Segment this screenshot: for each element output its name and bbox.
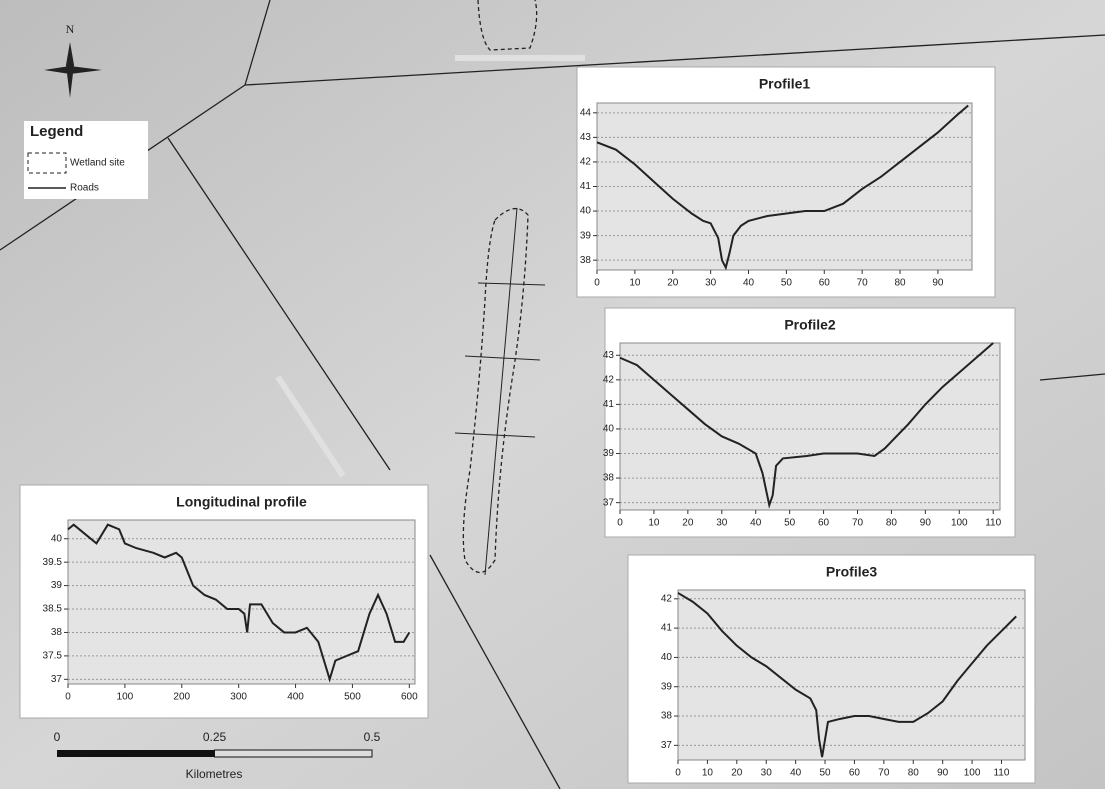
- x-tick-label: 100: [951, 518, 968, 529]
- map: N Legend Wetland site Roads Kilometres 0…: [0, 0, 1105, 789]
- legend-label: Wetland site: [70, 158, 125, 169]
- x-tick-label: 40: [750, 518, 762, 529]
- y-tick-label: 38: [51, 627, 63, 638]
- y-tick-label: 37: [603, 497, 615, 508]
- y-tick-label: 39: [580, 230, 592, 241]
- x-tick-label: 60: [818, 518, 830, 529]
- y-tick-label: 42: [580, 157, 592, 168]
- y-tick-label: 39: [51, 580, 63, 591]
- y-tick-label: 41: [580, 181, 592, 192]
- x-tick-label: 90: [920, 518, 932, 529]
- x-tick-label: 100: [117, 692, 134, 703]
- x-tick-label: 500: [344, 692, 361, 703]
- scale-segment: [57, 750, 215, 757]
- x-tick-label: 20: [682, 518, 694, 529]
- x-tick-label: 300: [230, 692, 247, 703]
- y-tick-label: 38: [580, 255, 592, 266]
- x-tick-label: 70: [852, 518, 864, 529]
- label-mask: [455, 55, 585, 61]
- scale-tick-label: 0: [54, 730, 61, 744]
- x-tick-label: 10: [702, 768, 714, 779]
- x-tick-label: 70: [857, 278, 869, 289]
- y-tick-label: 38.5: [43, 604, 63, 615]
- north-label: N: [66, 22, 75, 36]
- x-tick-label: 0: [594, 278, 600, 289]
- profile-chart: Profile2 37 38 39 40 41 42 43 0 10 20 30 40 50 60 70 80 9…: [603, 308, 1015, 537]
- x-tick-label: 10: [648, 518, 660, 529]
- x-tick-label: 90: [932, 278, 944, 289]
- x-tick-label: 60: [819, 278, 831, 289]
- x-tick-label: 200: [173, 692, 190, 703]
- y-tick-label: 40: [661, 652, 673, 663]
- plot-area: [678, 590, 1025, 760]
- y-tick-label: 37: [661, 740, 673, 751]
- chart-title: Profile3: [826, 564, 878, 580]
- x-tick-label: 70: [878, 768, 890, 779]
- y-tick-label: 40: [51, 533, 63, 544]
- profile-chart: Profile3 37 38 39 40 41 42 0 10 20 30 40 50 60 70 80 90 1…: [628, 555, 1035, 783]
- x-tick-label: 100: [964, 768, 981, 779]
- y-tick-label: 41: [603, 399, 615, 410]
- y-tick-label: 43: [580, 132, 592, 143]
- x-tick-label: 110: [985, 518, 1001, 529]
- x-tick-label: 600: [401, 692, 418, 703]
- y-tick-label: 39: [661, 681, 673, 692]
- y-tick-label: 42: [603, 374, 615, 385]
- y-tick-label: 38: [603, 473, 615, 484]
- y-tick-label: 43: [603, 350, 615, 361]
- x-tick-label: 90: [937, 768, 949, 779]
- legend: Legend Wetland site Roads: [24, 121, 148, 199]
- x-tick-label: 400: [287, 692, 304, 703]
- x-tick-label: 50: [781, 278, 793, 289]
- y-tick-label: 37.5: [43, 651, 63, 662]
- chart-title: Longitudinal profile: [176, 494, 307, 510]
- x-tick-label: 80: [886, 518, 898, 529]
- legend-label: Roads: [70, 183, 99, 194]
- y-tick-label: 42: [661, 593, 673, 604]
- scale-tick-label: 0.5: [364, 730, 381, 744]
- chart-title: Profile1: [759, 76, 811, 92]
- x-tick-label: 10: [629, 278, 641, 289]
- x-tick-label: 20: [731, 768, 743, 779]
- y-tick-label: 39: [603, 448, 615, 459]
- legend-title: Legend: [30, 123, 83, 140]
- y-tick-label: 38: [661, 711, 673, 722]
- scale-segment: [215, 750, 373, 757]
- plot-area: [620, 343, 1000, 510]
- y-tick-label: 40: [603, 424, 615, 435]
- y-tick-label: 39.5: [43, 557, 63, 568]
- x-tick-label: 40: [790, 768, 802, 779]
- x-tick-label: 50: [819, 768, 831, 779]
- x-tick-label: 20: [667, 278, 679, 289]
- scale-tick-label: 0.25: [203, 730, 227, 744]
- x-tick-label: 110: [993, 768, 1009, 779]
- x-tick-label: 80: [908, 768, 920, 779]
- scale-unit: Kilometres: [186, 767, 243, 781]
- x-tick-label: 0: [65, 692, 71, 703]
- x-tick-label: 40: [743, 278, 755, 289]
- y-tick-label: 40: [580, 206, 592, 217]
- x-tick-label: 60: [849, 768, 861, 779]
- y-tick-label: 41: [661, 623, 673, 634]
- y-tick-label: 44: [580, 107, 592, 118]
- x-tick-label: 80: [894, 278, 906, 289]
- plot-area: [68, 520, 415, 684]
- chart-title: Profile2: [784, 317, 836, 333]
- x-tick-label: 50: [784, 518, 796, 529]
- profile-chart: Longitudinal profile 37 37.5 38 38.5 39 39.5 40…: [20, 485, 428, 718]
- profile-chart: Profile1 38 39 40 41 42 43 44 0 10 20 30 40 50 60 70 80 9…: [577, 67, 995, 297]
- x-tick-label: 0: [617, 518, 623, 529]
- x-tick-label: 30: [761, 768, 773, 779]
- x-tick-label: 30: [716, 518, 728, 529]
- x-tick-label: 30: [705, 278, 717, 289]
- x-tick-label: 0: [675, 768, 681, 779]
- y-tick-label: 37: [51, 674, 63, 685]
